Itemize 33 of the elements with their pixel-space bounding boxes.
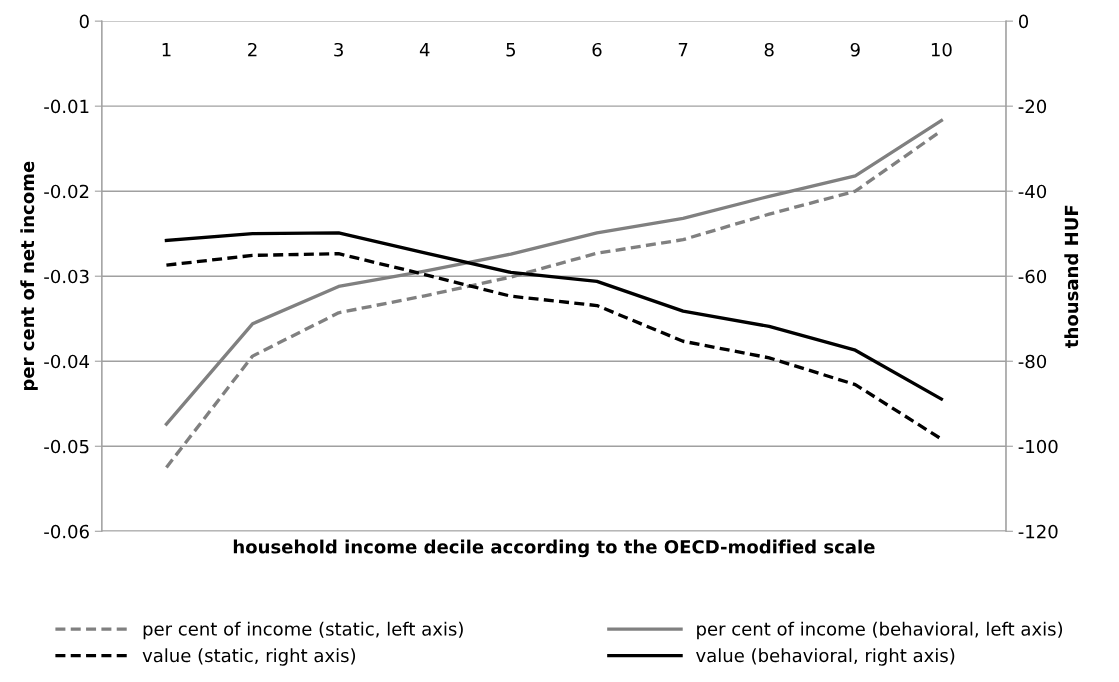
x-tick-label: 8: [764, 42, 774, 57]
y-tick-label: -0.05: [44, 439, 89, 454]
legend-label: per cent of income (static, left axis): [143, 621, 463, 640]
y-tick-label: -0.04: [44, 354, 90, 369]
legend-label: value (static, right axis): [142, 648, 356, 666]
x-axis-title: household income decile according to the OECD-modified scale: [233, 539, 875, 558]
y-tick-label: 0: [79, 14, 89, 29]
y-tick-label: -0.03: [44, 269, 89, 284]
x-tick-label: 2: [248, 42, 257, 57]
y-tick-label: -0.02: [44, 184, 89, 199]
line-series: [164, 231, 944, 401]
y2-tick-label: -120: [1018, 524, 1058, 539]
legend-label: per cent of income (behavioral, left axis): [697, 621, 1063, 640]
y2-tick-label: -20: [1018, 99, 1047, 114]
y2-tick-label: -40: [1018, 184, 1047, 199]
legend-label: value (behavioral, right axis): [696, 648, 955, 666]
y2-axis-title: thousand HUF: [1064, 205, 1079, 348]
y-tick-label: -0.06: [44, 524, 89, 539]
y2-tick-label: -80: [1018, 354, 1047, 369]
x-tick-label: 9: [850, 42, 860, 57]
y2-tick-label: 0: [1018, 14, 1029, 29]
y-axis-title: per cent of net income: [20, 161, 38, 391]
y2-tick-label: -60: [1018, 269, 1047, 284]
line-series: [164, 118, 944, 426]
x-tick-label: 4: [419, 43, 430, 57]
y-tick-label: -0.01: [44, 99, 89, 114]
x-tick-label: 7: [678, 43, 688, 57]
x-tick-label: 1: [162, 43, 171, 57]
x-tick-label: 5: [506, 43, 516, 57]
x-tick-label: 10: [931, 42, 952, 57]
x-tick-label: 3: [334, 42, 343, 57]
y2-tick-label: -100: [1018, 439, 1058, 454]
x-tick-label: 6: [592, 42, 602, 57]
